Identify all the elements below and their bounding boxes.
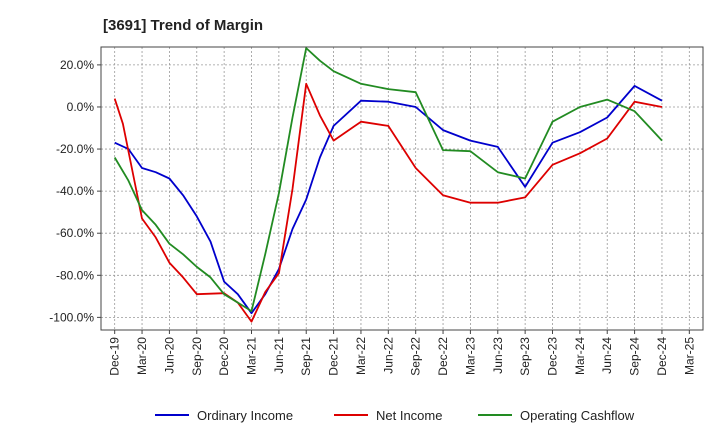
x-tick-label: Mar-22 [354, 337, 368, 375]
chart-title: [3691] Trend of Margin [103, 17, 264, 34]
x-tick-label: Sep-22 [409, 337, 423, 376]
series-line-ordinary-income [114, 85, 663, 315]
x-tick-label: Dec-23 [546, 337, 560, 376]
legend: Ordinary Income Net Income Operating Cas… [0, 404, 720, 426]
x-tick-labels: Dec-19 Mar-20 Jun-20 Sep-20 Dec-20 Mar-21 Jun-… [108, 337, 697, 376]
legend-label-operating-cashflow: Operating Cashflow [520, 407, 635, 423]
x-tick-label: Sep-23 [518, 337, 532, 376]
x-tick-label: Mar-23 [463, 337, 477, 375]
series-line-operating-cashflow [113, 47, 663, 313]
grid-layer [101, 47, 703, 330]
legend-label-ordinary-income: Ordinary Income [197, 407, 294, 423]
x-tick-label: Jun-23 [491, 337, 505, 374]
y-tick-label: -20.0% [56, 142, 94, 156]
series-line-net-income [113, 82, 663, 323]
x-tick-label: Dec-19 [108, 337, 122, 376]
x-tick-label: Mar-24 [573, 337, 587, 375]
y-tick-label: 20.0% [60, 58, 94, 72]
y-tick-label: -60.0% [56, 226, 94, 240]
x-tick-label: Dec-20 [217, 337, 231, 376]
legend-swatch-operating-cashflow [478, 414, 512, 416]
x-tick-label: Dec-22 [436, 337, 450, 376]
x-tick-label: Jun-21 [272, 337, 286, 374]
x-tick-label: Sep-20 [190, 337, 204, 376]
x-tick-label: Jun-20 [162, 337, 176, 374]
legend-swatch-net-income [334, 414, 368, 416]
axis-layer [97, 46, 704, 334]
x-tick-label: Sep-24 [628, 337, 642, 376]
y-tick-label: -80.0% [56, 268, 94, 282]
x-tick-label: Mar-25 [682, 337, 696, 375]
x-tick-label: Mar-20 [135, 337, 149, 375]
x-tick-label: Jun-22 [381, 337, 395, 374]
y-tick-label: -100.0% [49, 310, 94, 324]
series-layer [113, 47, 663, 323]
plot-frame [100, 46, 704, 331]
x-tick-label: Sep-21 [299, 337, 313, 376]
legend-item-ordinary-income: Ordinary Income [155, 404, 293, 426]
legend-item-net-income: Net Income [334, 404, 442, 426]
y-tick-labels: 20.0% 0.0% -20.0% -40.0% -60.0% -80.0% -100.0% [49, 58, 94, 324]
x-tick-label: Dec-21 [327, 337, 341, 376]
legend-label-net-income: Net Income [376, 407, 443, 423]
y-tick-label: -40.0% [56, 184, 94, 198]
y-tick-label: 0.0% [67, 100, 95, 114]
legend-item-operating-cashflow: Operating Cashflow [478, 404, 634, 426]
x-tick-label: Dec-24 [655, 337, 669, 376]
x-tick-label: Mar-21 [245, 337, 259, 375]
x-tick-label: Jun-24 [600, 337, 614, 374]
legend-swatch-ordinary-income [155, 414, 189, 416]
